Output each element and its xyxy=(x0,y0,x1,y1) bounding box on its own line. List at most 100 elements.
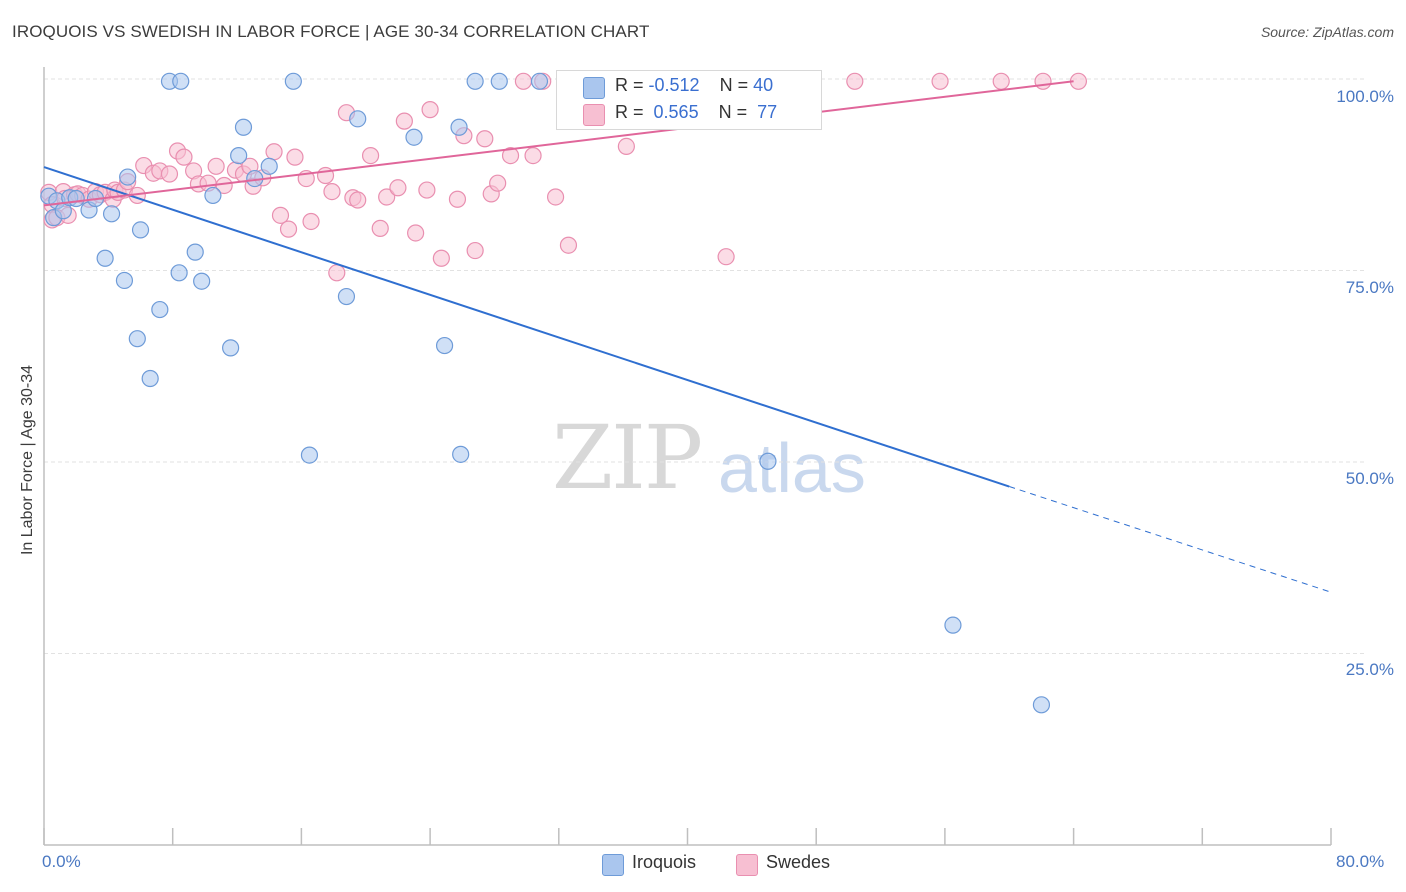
swedes-n-value: 77 xyxy=(757,102,778,122)
iroquois-point xyxy=(435,336,454,355)
iroquois-point xyxy=(67,189,85,208)
swedes-point xyxy=(992,72,1010,90)
iroquois-point xyxy=(405,128,423,146)
swedes-point xyxy=(476,130,494,148)
iroquois-point xyxy=(170,264,188,282)
iroquois-point xyxy=(96,249,114,267)
swedes-point xyxy=(466,241,484,260)
iroquois-point xyxy=(300,446,319,464)
swedes-point xyxy=(389,179,407,197)
iroquois-trend-extension xyxy=(1009,486,1332,593)
iroquois-point xyxy=(490,72,508,90)
iroquois-r-label: R = xyxy=(615,75,649,95)
iroquois-legend-icon xyxy=(602,854,624,876)
swedes-point xyxy=(175,148,193,166)
swedes-trend-line xyxy=(43,80,1074,207)
iroquois-point xyxy=(450,118,468,136)
iroquois-point xyxy=(944,616,962,634)
iroquois-point xyxy=(151,300,169,319)
iroquois-point xyxy=(530,72,549,90)
swedes-point xyxy=(432,249,450,267)
iroquois-n-label: N = xyxy=(719,75,754,95)
iroquois-point xyxy=(452,445,470,463)
y-axis-label: In Labor Force | Age 30-34 xyxy=(19,364,36,556)
swedes-point xyxy=(265,143,283,161)
watermark-zip: ZIP xyxy=(552,406,703,509)
swedes-point xyxy=(846,72,864,90)
iroquois-point xyxy=(141,369,159,388)
swedes-n-label: N = xyxy=(718,102,753,122)
swedes-point xyxy=(448,190,467,208)
iroquois-point xyxy=(172,72,190,90)
swedes-r-value: 0.565 xyxy=(653,102,699,122)
y-tick-label-25: 25.0% xyxy=(1345,660,1394,679)
iroquois-point xyxy=(230,147,248,165)
swedes-point xyxy=(501,147,520,165)
iroquois-point xyxy=(466,72,484,90)
swedes-point xyxy=(323,183,341,201)
swedes-point xyxy=(1034,72,1052,90)
iroquois-point xyxy=(759,452,777,470)
iroquois-point xyxy=(186,243,204,261)
swedes-point xyxy=(514,72,533,90)
swedes-point xyxy=(286,148,304,166)
y-tick-label-75: 75.0% xyxy=(1345,278,1394,297)
iroquois-n-value: 40 xyxy=(753,75,774,95)
watermark-atlas: atlas xyxy=(718,429,866,507)
swedes-point xyxy=(160,165,179,183)
swedes-legend-label: Swedes xyxy=(766,852,831,872)
swedes-point xyxy=(378,188,396,206)
iroquois-swatch-icon xyxy=(583,77,605,99)
swedes-legend-icon xyxy=(736,854,758,876)
iroquois-point xyxy=(260,157,278,175)
iroquois-point xyxy=(119,168,137,186)
iroquois-point xyxy=(1032,696,1051,714)
iroquois-point xyxy=(284,72,302,90)
swedes-point xyxy=(617,137,635,156)
swedes-point xyxy=(371,219,389,237)
swedes-point xyxy=(489,174,507,192)
iroquois-point xyxy=(115,271,134,290)
iroquois-point xyxy=(349,110,367,128)
swedes-point xyxy=(271,206,290,224)
swedes-point xyxy=(717,248,735,266)
swedes-point xyxy=(361,147,380,165)
swedes-point xyxy=(349,191,367,209)
iroquois-trend-line xyxy=(43,166,1010,488)
y-tick-label-100: 100.0% xyxy=(1336,87,1394,106)
iroquois-point xyxy=(204,186,222,205)
iroquois-point xyxy=(131,221,150,239)
iroquois-r-value: -0.512 xyxy=(648,75,700,95)
axes xyxy=(43,67,1332,846)
iroquois-legend-label: Iroquois xyxy=(632,852,697,872)
swedes-point xyxy=(931,72,949,90)
swedes-point xyxy=(421,101,439,119)
swedes-point xyxy=(559,236,578,254)
swedes-point xyxy=(407,224,425,242)
iroquois-point xyxy=(193,272,211,290)
iroquois-point xyxy=(222,339,240,357)
x-tick-label-max: 80.0% xyxy=(1336,852,1385,871)
swedes-point xyxy=(418,181,436,199)
swedes-point xyxy=(524,147,542,165)
correlation-legend: R = -0.512 N = 40 R = 0.565 N = 77 xyxy=(556,70,822,130)
iroquois-points xyxy=(40,72,1051,714)
swedes-point xyxy=(328,264,346,282)
y-tick-label-50: 50.0% xyxy=(1345,469,1394,488)
iroquois-point xyxy=(234,118,253,136)
swedes-point xyxy=(279,220,298,238)
swedes-point xyxy=(302,212,320,231)
swedes-point xyxy=(395,112,413,130)
swedes-r-label: R = xyxy=(615,102,649,122)
iroquois-point xyxy=(337,287,356,306)
source-label: Source: ZipAtlas.com xyxy=(1260,24,1394,40)
chart-title: IROQUOIS VS SWEDISH IN LABOR FORCE | AGE… xyxy=(12,22,650,41)
swedes-swatch-icon xyxy=(583,104,605,126)
x-tick-label-min: 0.0% xyxy=(42,852,81,871)
iroquois-point xyxy=(128,330,146,348)
swedes-point xyxy=(546,188,565,206)
swedes-point xyxy=(207,157,225,175)
iroquois-point xyxy=(102,205,121,223)
trend-lines xyxy=(43,80,1332,593)
